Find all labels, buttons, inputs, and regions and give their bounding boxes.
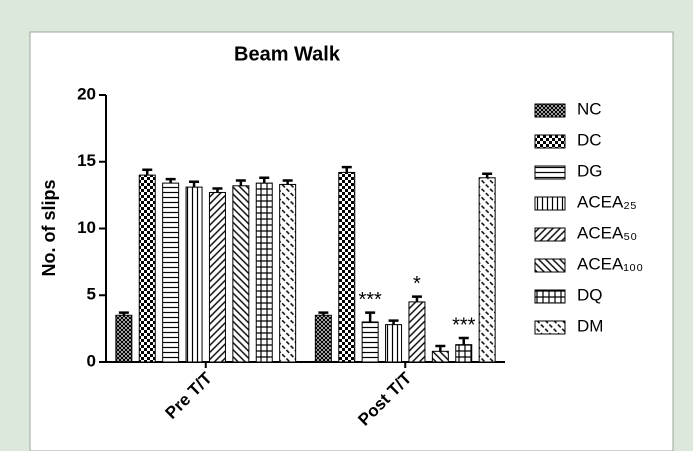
bar [185,186,203,363]
error-bar [118,311,129,316]
bar [385,324,403,363]
bar [314,314,332,363]
y-axis-label: No. of slips [39,179,59,276]
error-bar [411,295,422,302]
significance-label: *** [452,314,476,336]
error-bar [435,344,446,352]
error-bar [165,177,176,184]
chart-title: Beam Walk [234,43,341,65]
bar [361,321,379,363]
legend-swatch [534,258,566,273]
legend-label: DM [577,316,603,335]
y-tick-label: 0 [87,351,96,370]
error-bar [341,165,352,173]
error-bar [458,336,469,345]
error-bar [235,179,246,186]
bar [408,301,426,363]
bar [255,182,273,363]
bar [232,185,250,363]
y-tick-label: 20 [77,84,96,103]
significance-label: *** [358,289,382,311]
error-bar [318,311,329,316]
legend-swatch [534,165,566,180]
error-bar [282,179,293,185]
legend-label: ACEA₁₀₀ [577,254,643,273]
bar [208,191,226,363]
bar [431,350,449,363]
legend-swatch [534,196,566,211]
legend-swatch [534,227,566,242]
legend-swatch [534,134,566,149]
bar [115,314,133,363]
significance-label: * [413,273,421,295]
y-tick-label: 10 [77,218,96,237]
bar [478,177,496,363]
bar [162,182,180,363]
legend-label: DQ [577,285,603,304]
bar [279,183,297,363]
bar [338,171,356,363]
legend-swatch [534,289,566,304]
legend-label: DC [577,130,602,149]
bar [455,344,473,363]
bar [138,174,156,363]
error-bar [259,176,270,184]
legend-label: DG [577,161,603,180]
legend-label: ACEA₂₅ [577,192,637,211]
error-bar [142,168,153,176]
y-tick-label: 5 [87,285,96,304]
error-bar [365,311,376,322]
error-bar [189,180,200,188]
legend-swatch [534,320,566,335]
error-bar [482,172,493,178]
legend-label: ACEA₅₀ [577,223,637,242]
legend-swatch [534,103,566,118]
error-bar [388,319,399,325]
y-tick-label: 15 [77,151,96,170]
error-bar [212,187,223,193]
legend-label: NC [577,99,602,118]
